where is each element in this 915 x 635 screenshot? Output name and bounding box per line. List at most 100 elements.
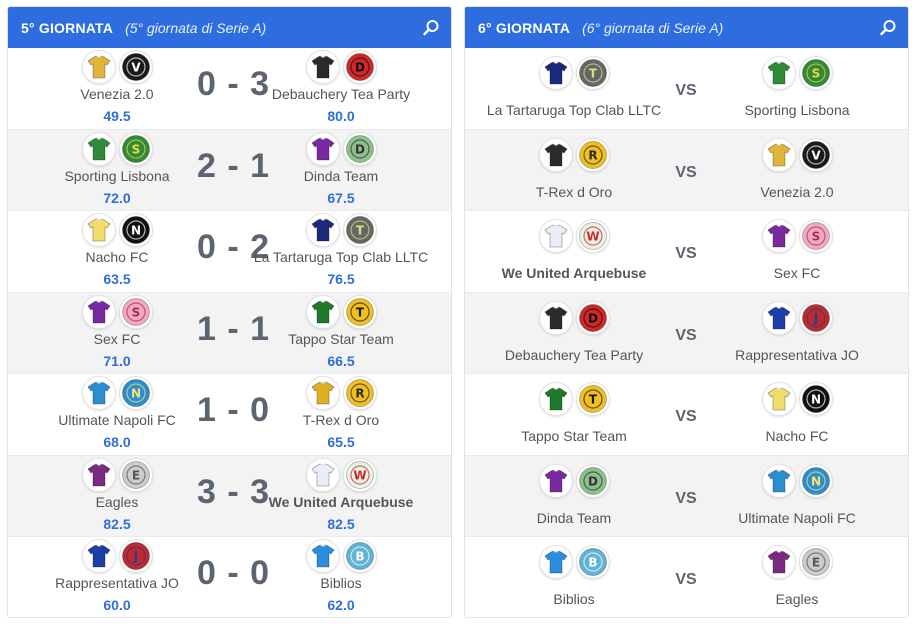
svg-text:V: V [811,148,821,162]
team-name[interactable]: Nacho FC [765,428,829,444]
svg-text:E: E [131,468,139,482]
team-home[interactable]: N Ultimate Napoli FC 68.0 [22,374,212,455]
team-icons: D [479,300,669,335]
team-name[interactable]: Eagles [775,591,819,607]
match-row[interactable]: B Biblios VS E Eagles [465,537,908,617]
team-icons: D [246,131,436,166]
team-home[interactable]: D Debauchery Tea Party [479,293,669,374]
team-away[interactable]: T La Tartaruga Top Clab LLTC 76.5 [246,211,436,292]
team-away[interactable]: J Rappresentativa JO [702,293,892,374]
team-name[interactable]: Eagles [95,493,139,510]
team-home[interactable]: N Nacho FC 63.5 [22,211,212,292]
team-name[interactable]: We United Arquebuse [268,493,414,510]
team-away[interactable]: D Debauchery Tea Party 80.0 [246,48,436,129]
search-icon[interactable] [421,18,441,38]
team-icons: V [702,137,892,172]
team-away[interactable]: T Tappo Star Team 66.5 [246,293,436,374]
match-row[interactable]: E Eagles 82.5 3 - 3 W We United Arquebuse 82.5 [8,455,451,537]
team-away[interactable]: D Dinda Team 67.5 [246,130,436,211]
team-home[interactable]: T Tappo Star Team [479,374,669,455]
team-home[interactable]: S Sex FC 71.0 [22,293,212,374]
team-away[interactable]: N Ultimate Napoli FC [702,456,892,537]
team-home[interactable]: V Venezia 2.0 49.5 [22,48,212,129]
jersey-icon [305,213,340,247]
team-name[interactable]: Venezia 2.0 [80,86,154,102]
jersey-icon [305,457,340,492]
match-row[interactable]: N Nacho FC 63.5 0 - 2 T La Tartaruga Top Clab… [8,211,451,293]
team-logo-icon: W [342,457,377,492]
team-name[interactable]: La Tartaruga Top Clab LLTC [486,102,662,118]
team-logo-icon: N [798,382,833,416]
team-home[interactable]: D Dinda Team [479,456,669,537]
match-row[interactable]: D Debauchery Tea Party VS J Rappresentativa … [465,292,908,374]
team-points: 63.5 [103,271,131,287]
team-name[interactable]: Ultimate Napoli FC [58,412,176,428]
team-home[interactable]: E Eagles 82.5 [22,456,212,537]
team-home[interactable]: R T-Rex d Oro [479,130,669,211]
team-home[interactable]: T La Tartaruga Top Clab LLTC [479,48,669,129]
match-score: 1 - 0 [197,391,271,429]
team-name[interactable]: We United Arquebuse [501,265,647,281]
team-name[interactable]: T-Rex d Oro [302,412,380,428]
team-away[interactable]: E Eagles [702,537,892,617]
team-name[interactable]: Sex FC [773,265,821,281]
team-away[interactable]: S Sex FC [702,211,892,292]
team-away[interactable]: N Nacho FC [702,374,892,455]
jersey-icon [761,300,796,335]
team-away[interactable]: S Sporting Lisbona [702,48,892,129]
team-icons: S [702,56,892,90]
svg-text:J: J [812,311,817,325]
svg-text:R: R [588,148,597,162]
team-logo-icon: J [118,539,153,573]
team-name[interactable]: Dinda Team [303,167,379,184]
team-name[interactable]: La Tartaruga Top Clab LLTC [253,249,429,265]
team-name[interactable]: Tappo Star Team [288,330,394,347]
team-name[interactable]: Venezia 2.0 [760,183,834,200]
team-name[interactable]: Biblios [320,575,362,591]
jersey-icon [538,219,573,253]
match-row[interactable]: S Sporting Lisbona 72.0 2 - 1 D Dinda Team 67.… [8,129,451,211]
jersey-icon [761,382,796,416]
team-home[interactable]: B Biblios [479,537,669,617]
team-name[interactable]: Rappresentativa JO [735,346,859,363]
team-away[interactable]: B Biblios 62.0 [246,537,436,617]
match-row[interactable]: S Sex FC 71.0 1 - 1 T Tappo Star Team 66.5 [8,292,451,374]
svg-text:D: D [355,142,365,156]
team-away[interactable]: R T-Rex d Oro 65.5 [246,374,436,455]
round5-panel: 5° GIORNATA (5° giornata di Serie A) V Ve… [7,6,452,618]
jersey-icon [761,219,796,253]
team-points: 72.0 [103,189,131,206]
team-icons: S [22,131,212,166]
match-row[interactable]: J Rappresentativa JO 60.0 0 - 0 B Biblios 62.0 [8,537,451,617]
team-name[interactable]: Sporting Lisbona [64,167,170,184]
team-away[interactable]: V Venezia 2.0 [702,130,892,211]
jersey-icon [305,131,340,166]
match-row[interactable]: N Ultimate Napoli FC 68.0 1 - 0 R T-Rex d Oro… [8,374,451,456]
team-name[interactable]: Sporting Lisbona [744,102,850,118]
svg-text:E: E [811,556,819,570]
team-name[interactable]: T-Rex d Oro [535,183,613,200]
team-name[interactable]: Nacho FC [85,249,149,265]
team-name[interactable]: Dinda Team [536,509,612,526]
match-row[interactable]: D Dinda Team VS N Ultimate Napoli FC [465,455,908,537]
match-row[interactable]: V Venezia 2.0 49.5 0 - 3 D Debauchery Tea Par… [8,48,451,130]
team-home[interactable]: W We United Arquebuse [479,211,669,292]
team-points: 67.5 [327,189,355,206]
match-row[interactable]: W We United Arquebuse VS S Sex FC [465,211,908,293]
team-name[interactable]: Debauchery Tea Party [271,86,411,102]
team-name[interactable]: Biblios [553,591,595,607]
match-row[interactable]: T Tappo Star Team VS N Nacho FC [465,374,908,456]
match-row[interactable]: R T-Rex d Oro VS V Venezia 2.0 [465,129,908,211]
team-name[interactable]: Debauchery Tea Party [504,346,644,363]
team-away[interactable]: W We United Arquebuse 82.5 [246,456,436,537]
team-name[interactable]: Tappo Star Team [521,428,627,444]
search-icon[interactable] [878,18,898,38]
team-name[interactable]: Ultimate Napoli FC [738,509,856,526]
team-name[interactable]: Sex FC [93,330,141,347]
team-home[interactable]: J Rappresentativa JO 60.0 [22,537,212,617]
team-name[interactable]: Rappresentativa JO [55,575,179,591]
match-row[interactable]: T La Tartaruga Top Clab LLTC VS S Sporting L… [465,48,908,130]
match-score: 1 - 1 [197,309,271,348]
team-home[interactable]: S Sporting Lisbona 72.0 [22,130,212,211]
svg-text:N: N [130,224,140,238]
